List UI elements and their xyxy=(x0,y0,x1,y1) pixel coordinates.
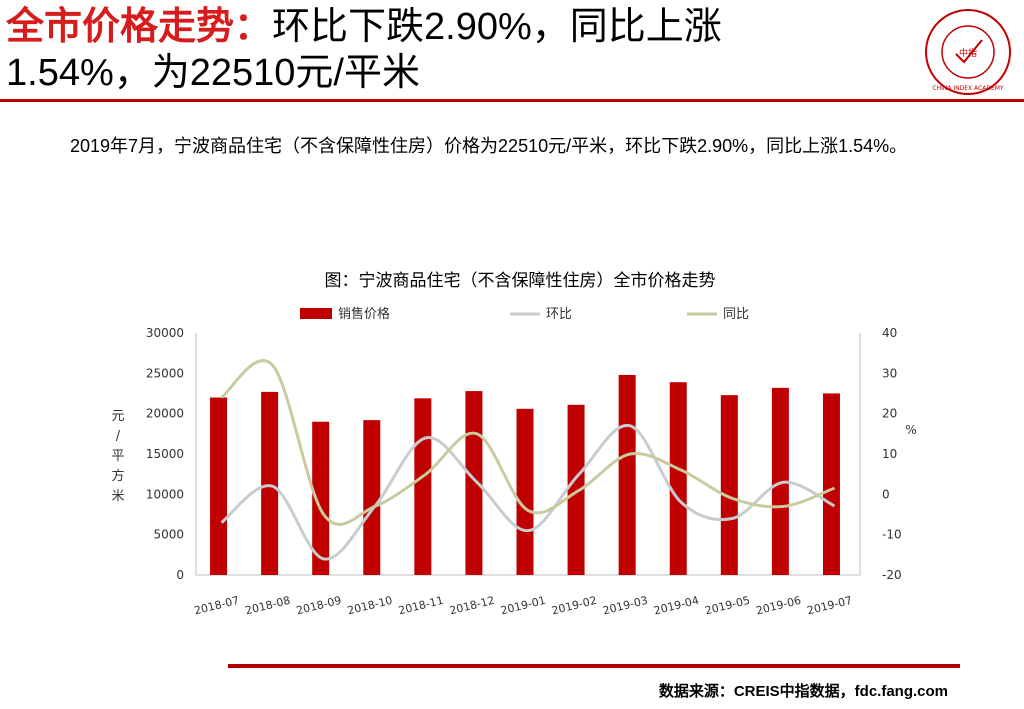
data-source: 数据来源：CREIS中指数据，fdc.fang.com xyxy=(658,683,948,700)
x-tick-label: 2019-07 xyxy=(806,594,854,618)
yoy-line xyxy=(220,359,835,526)
right-axis-label: % xyxy=(905,423,916,437)
left-axis-label-char: 平 xyxy=(111,449,124,464)
price-bar xyxy=(720,395,738,575)
x-tick-label: 2019-05 xyxy=(704,594,752,618)
left-tick-label: 25000 xyxy=(146,366,184,380)
footer-divider xyxy=(228,664,960,668)
x-tick-label: 2019-04 xyxy=(653,594,701,618)
right-tick-label: 30 xyxy=(882,366,897,380)
price-bar xyxy=(465,391,483,575)
x-tick-label: 2018-11 xyxy=(397,594,445,618)
x-tick-label: 2019-02 xyxy=(550,594,598,618)
left-axis-label-char: 元 xyxy=(111,409,124,424)
left-tick-label: 5000 xyxy=(153,528,184,542)
price-bar xyxy=(516,408,534,575)
logo-center-text: 中指 xyxy=(959,47,977,59)
title-highlight: 全市价格走势： xyxy=(6,6,273,48)
price-bar xyxy=(414,398,432,575)
left-tick-label: 0 xyxy=(176,568,184,582)
summary-paragraph: 2019年7月，宁波商品住宅（不含保障性住房）价格为22510元/平米，环比下跌… xyxy=(70,136,908,156)
chart-title: 图：宁波商品住宅（不含保障性住房）全市价格走势 xyxy=(324,271,716,290)
price-bar xyxy=(567,404,585,575)
legend-label-yoy: 同比 xyxy=(723,307,749,322)
x-tick-label: 2018-08 xyxy=(244,594,292,618)
chart-canvas: 0 5000 10000 15000 20000 25000 30000 -20 -10 0 10 2… xyxy=(111,306,916,618)
price-trend-chart: 图：宁波商品住宅（不含保障性住房）全市价格走势 0 5000 10000 15000 2… xyxy=(100,260,940,630)
logo-ring-text: CHINA INDEX ACADEMY xyxy=(932,85,1004,92)
title-rest: 环比下跌2.90%，同比上涨 xyxy=(272,6,722,48)
x-tick-label: 2018-07 xyxy=(193,594,241,618)
left-axis-label-char: 米 xyxy=(111,489,124,504)
china-index-academy-logo: 中指 CHINA INDEX ACADEMY xyxy=(925,9,1011,95)
left-tick-label: 15000 xyxy=(146,447,184,461)
x-tick-label: 2018-09 xyxy=(295,594,343,618)
left-tick-label: 20000 xyxy=(146,407,184,421)
legend-label-mom: 环比 xyxy=(546,307,572,322)
price-bar xyxy=(363,420,381,575)
left-tick-label: 10000 xyxy=(146,487,184,501)
right-tick-label: -20 xyxy=(882,568,902,582)
price-bar xyxy=(261,391,279,575)
left-tick-label: 30000 xyxy=(146,326,184,340)
x-tick-label: 2019-01 xyxy=(499,594,547,618)
mom-line xyxy=(220,424,836,561)
right-tick-label: -10 xyxy=(882,528,902,542)
price-bar xyxy=(669,382,687,575)
legend-swatch-price xyxy=(300,308,332,319)
price-bar xyxy=(822,393,840,575)
left-axis-label-char: 方 xyxy=(111,468,124,484)
title-line-2: 1.54%，为22510元/平米 xyxy=(6,52,420,94)
x-tick-label: 2018-12 xyxy=(448,594,496,618)
price-bar xyxy=(210,397,228,575)
title-divider xyxy=(0,99,1024,102)
right-tick-label: 40 xyxy=(882,326,897,340)
right-tick-label: 10 xyxy=(882,447,897,461)
legend-label-price: 销售价格 xyxy=(338,306,390,322)
page-title: 全市价格走势：环比下跌2.90%，同比上涨 1.54%，为22510元/平米 xyxy=(6,4,906,96)
left-axis-label-char: / xyxy=(116,429,121,444)
price-bar xyxy=(618,374,636,575)
right-tick-label: 0 xyxy=(882,487,890,501)
right-tick-label: 20 xyxy=(882,407,897,421)
x-tick-label: 2018-10 xyxy=(346,594,394,618)
x-tick-label: 2019-06 xyxy=(755,594,803,618)
x-tick-label: 2019-03 xyxy=(601,594,649,618)
price-bar xyxy=(312,421,330,575)
